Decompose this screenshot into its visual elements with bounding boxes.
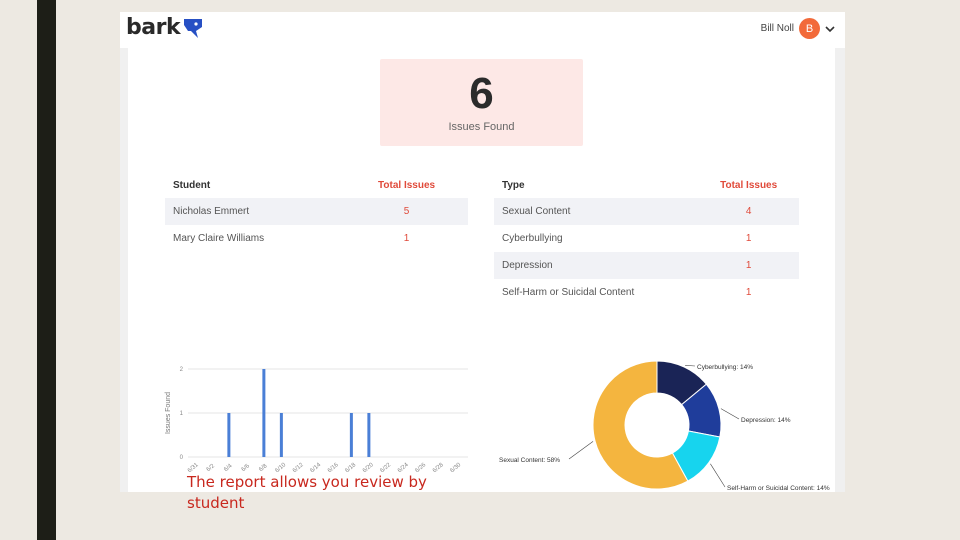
bar[interactable] [367, 413, 371, 457]
issues-found-card: 6 Issues Found [380, 59, 583, 146]
bar[interactable] [349, 413, 353, 457]
table-row[interactable]: Mary Claire Williams 1 [165, 225, 468, 252]
x-tick-label: 6/30 [449, 462, 462, 475]
avatar[interactable]: B [799, 18, 820, 39]
y-axis-label: Issues Found [165, 392, 172, 434]
issue-count: 4 [698, 198, 799, 225]
y-tick-label: 1 [180, 411, 184, 417]
student-column-header[interactable]: Student [173, 179, 211, 191]
issues-label: Issues Found [448, 121, 515, 133]
brand-logo[interactable]: bark [126, 15, 181, 40]
y-tick-label: 0 [180, 455, 184, 461]
slice-leader-line [685, 364, 696, 367]
students-table: Student Total Issues Nicholas Emmert 5 M… [165, 172, 468, 252]
student-name[interactable]: Nicholas Emmert [165, 198, 346, 225]
bar[interactable] [279, 413, 283, 457]
top-navigation-bar: bark Bill Noll B [120, 12, 845, 48]
y-tick-label: 2 [180, 367, 184, 373]
table-row[interactable]: Self-Harm or Suicidal Content 1 [494, 279, 799, 306]
issue-count: 1 [745, 233, 752, 244]
issue-type-donut-chart: Sexual Content: 58% Cyberbullying: 14% Dep… [499, 360, 830, 490]
user-menu[interactable]: Bill Noll B [761, 18, 835, 39]
x-tick-label: 6/4 [223, 463, 234, 473]
student-name[interactable]: Mary Claire Williams [173, 233, 265, 244]
content-left-edge [120, 48, 128, 492]
table-row[interactable]: Depression 1 [494, 252, 799, 279]
total-issues-column-header[interactable]: Total Issues [378, 179, 436, 191]
x-tick-label: 6/8 [258, 463, 269, 473]
table-row[interactable]: Cyberbullying 1 [494, 225, 799, 252]
issue-type[interactable]: Depression [494, 252, 699, 279]
slice-label: Sexual Content: 58% [499, 457, 560, 464]
slide-accent-bar [37, 0, 56, 540]
issue-type[interactable]: Self-Harm or Suicidal Content [502, 287, 635, 298]
pie-slice[interactable] [592, 360, 689, 490]
table-row[interactable]: Sexual Content 4 [494, 198, 799, 225]
issue-type[interactable]: Cyberbullying [502, 233, 563, 244]
report-screenshot: bark Bill Noll B 6 Issues Found Student … [120, 12, 845, 492]
type-column-header[interactable]: Type [502, 179, 525, 191]
slide-caption: The report allows you review by student [187, 473, 427, 512]
slice-leader-line [568, 441, 594, 460]
bar[interactable] [227, 413, 231, 457]
issue-count: 5 [345, 198, 468, 225]
chevron-down-icon[interactable] [825, 24, 835, 34]
bar[interactable] [262, 369, 266, 457]
slice-leader-line [710, 463, 726, 488]
issue-type[interactable]: Sexual Content [494, 198, 699, 225]
slice-label: Self-Harm or Suicidal Content: 14% [727, 485, 830, 490]
x-tick-label: 6/6 [241, 463, 252, 473]
user-name: Bill Noll [760, 23, 794, 34]
table-row[interactable]: Nicholas Emmert 5 [165, 198, 468, 225]
issue-types-table: Type Total Issues Sexual Content 4 Cyber… [494, 172, 799, 306]
issues-count: 6 [469, 69, 494, 118]
dog-logo-icon [184, 19, 202, 38]
total-issues-column-header[interactable]: Total Issues [720, 179, 778, 191]
slice-label: Depression: 14% [741, 417, 791, 424]
content-right-edge [835, 48, 845, 492]
issue-count: 1 [403, 233, 410, 244]
slice-label: Cyberbullying: 14% [697, 364, 753, 371]
slice-leader-line [720, 408, 740, 420]
issue-count: 1 [745, 287, 752, 298]
x-tick-label: 6/2 [206, 463, 217, 473]
issue-count: 1 [698, 252, 799, 279]
